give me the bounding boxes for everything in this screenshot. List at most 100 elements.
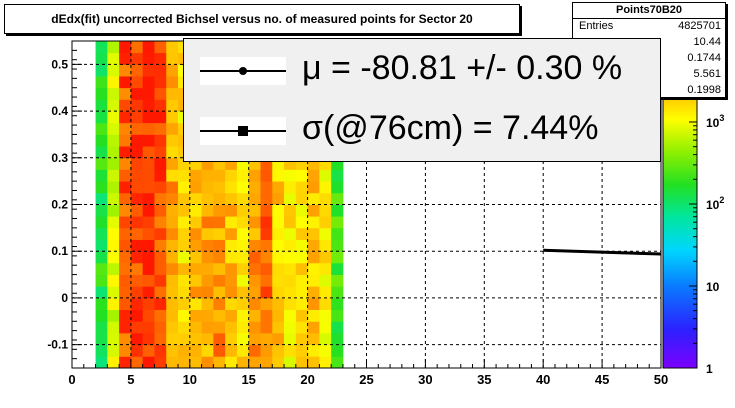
- x-tick-label: 5: [127, 372, 134, 387]
- heatmap-cell: [130, 344, 144, 357]
- heatmap-cell: [213, 204, 226, 217]
- heatmap-cell: [307, 262, 320, 275]
- heatmap-cell: [178, 227, 191, 240]
- heatmap-cell: [331, 274, 344, 287]
- heatmap-cell: [248, 181, 261, 194]
- stats-row: 0.1744: [579, 51, 721, 65]
- heatmap-cell: [154, 204, 167, 217]
- heatmap-cell: [236, 216, 250, 229]
- heatmap-cell: [130, 64, 144, 77]
- heatmap-cell: [260, 216, 273, 229]
- heatmap-cell: [166, 99, 179, 112]
- heatmap-cell: [236, 227, 250, 240]
- heatmap-cell: [248, 321, 261, 334]
- heatmap-cell: [272, 297, 285, 311]
- heatmap-cell: [284, 332, 297, 346]
- heatmap-cell: [178, 216, 191, 229]
- dot-marker-icon: [239, 67, 247, 75]
- heatmap-cell: [189, 204, 202, 217]
- heatmap-cell: [201, 204, 214, 217]
- heatmap-cell: [307, 216, 320, 229]
- heatmap-cell: [260, 344, 273, 357]
- heatmap-cell: [213, 192, 226, 205]
- heatmap-cell: [272, 169, 285, 182]
- heatmap-cell: [142, 192, 155, 205]
- heatmap-cell: [130, 216, 144, 229]
- heatmap-cell: [284, 274, 297, 287]
- heatmap-cell: [107, 192, 120, 205]
- heatmap-cell: [142, 76, 155, 89]
- heatmap-cell: [284, 356, 297, 369]
- heatmap-cell: [189, 227, 202, 240]
- heatmap-cell: [95, 262, 108, 275]
- heatmap-cell: [107, 344, 120, 357]
- heatmap-cell: [319, 169, 332, 182]
- heatmap-cell: [213, 239, 226, 252]
- stats-value: 0.1998: [687, 84, 721, 96]
- heatmap-cell: [248, 286, 261, 299]
- heatmap-cell: [284, 181, 297, 194]
- heatmap-cell: [95, 321, 108, 334]
- heatmap-cell: [107, 99, 120, 112]
- heatmap-cell: [225, 356, 238, 369]
- heatmap-cell: [260, 227, 273, 240]
- legend-box: μ = -80.81 +/- 0.30 % σ(@76cm) = 7.44%: [183, 38, 661, 162]
- heatmap-cell: [189, 169, 202, 182]
- heatmap-cell: [236, 274, 250, 287]
- heatmap-cell: [213, 227, 226, 240]
- heatmap-cell: [166, 274, 179, 287]
- heatmap-cell: [189, 274, 202, 287]
- heatmap-cell: [119, 262, 132, 275]
- heatmap-cell: [225, 204, 238, 217]
- heatmap-cell: [142, 134, 155, 147]
- heatmap-cell: [119, 227, 132, 240]
- heatmap-cell: [236, 321, 250, 334]
- stats-row: Entries 4825701: [579, 19, 721, 33]
- heatmap-cell: [178, 297, 191, 311]
- heatmap-cell: [166, 64, 179, 77]
- legend-sample-dot: [200, 57, 286, 85]
- heatmap-cell: [213, 216, 226, 229]
- heatmap-cell: [154, 332, 167, 346]
- heatmap-cell: [119, 87, 132, 100]
- heatmap-cell: [284, 251, 297, 264]
- heatmap-cell: [272, 251, 285, 264]
- heatmap-cell: [178, 169, 191, 182]
- heatmap-cell: [166, 157, 179, 170]
- heatmap-cell: [142, 332, 155, 346]
- heatmap-cell: [166, 204, 179, 217]
- heatmap-cell: [178, 344, 191, 357]
- heatmap-cell: [225, 286, 238, 299]
- heatmap-cell: [248, 274, 261, 287]
- heatmap-cell: [248, 192, 261, 205]
- heatmap-cell: [225, 192, 238, 205]
- heatmap-cell: [225, 181, 238, 194]
- heatmap-cell: [213, 356, 226, 369]
- heatmap-cell: [107, 251, 120, 264]
- heatmap-cell: [178, 274, 191, 287]
- heatmap-cell: [119, 309, 132, 322]
- heatmap-cell: [213, 321, 226, 334]
- heatmap-cell: [166, 262, 179, 275]
- heatmap-cell: [201, 332, 214, 346]
- heatmap-cell: [260, 309, 273, 322]
- heatmap-cell: [142, 309, 155, 322]
- square-marker-icon: [238, 126, 248, 136]
- heatmap-cell: [189, 297, 202, 311]
- chart-title-box: dEdx(fit) uncorrected Bichsel versus no.…: [4, 4, 520, 34]
- heatmap-cell: [189, 216, 202, 229]
- heatmap-cell: [119, 286, 132, 299]
- x-axis: 0 5 10 15 20 25 30 35 40 45 50: [68, 359, 668, 387]
- heatmap-cell: [142, 52, 155, 65]
- heatmap-cell: [284, 169, 297, 182]
- heatmap-cell: [107, 181, 120, 194]
- heatmap-cell: [248, 227, 261, 240]
- heatmap-cell: [130, 332, 144, 346]
- heatmap-cell: [272, 356, 285, 369]
- heatmap-cell: [272, 321, 285, 334]
- heatmap-cell: [189, 239, 202, 252]
- heatmap-cell: [319, 297, 332, 311]
- heatmap-cell: [154, 87, 167, 100]
- heatmap-cell: [307, 344, 320, 357]
- heatmap-cell: [154, 262, 167, 275]
